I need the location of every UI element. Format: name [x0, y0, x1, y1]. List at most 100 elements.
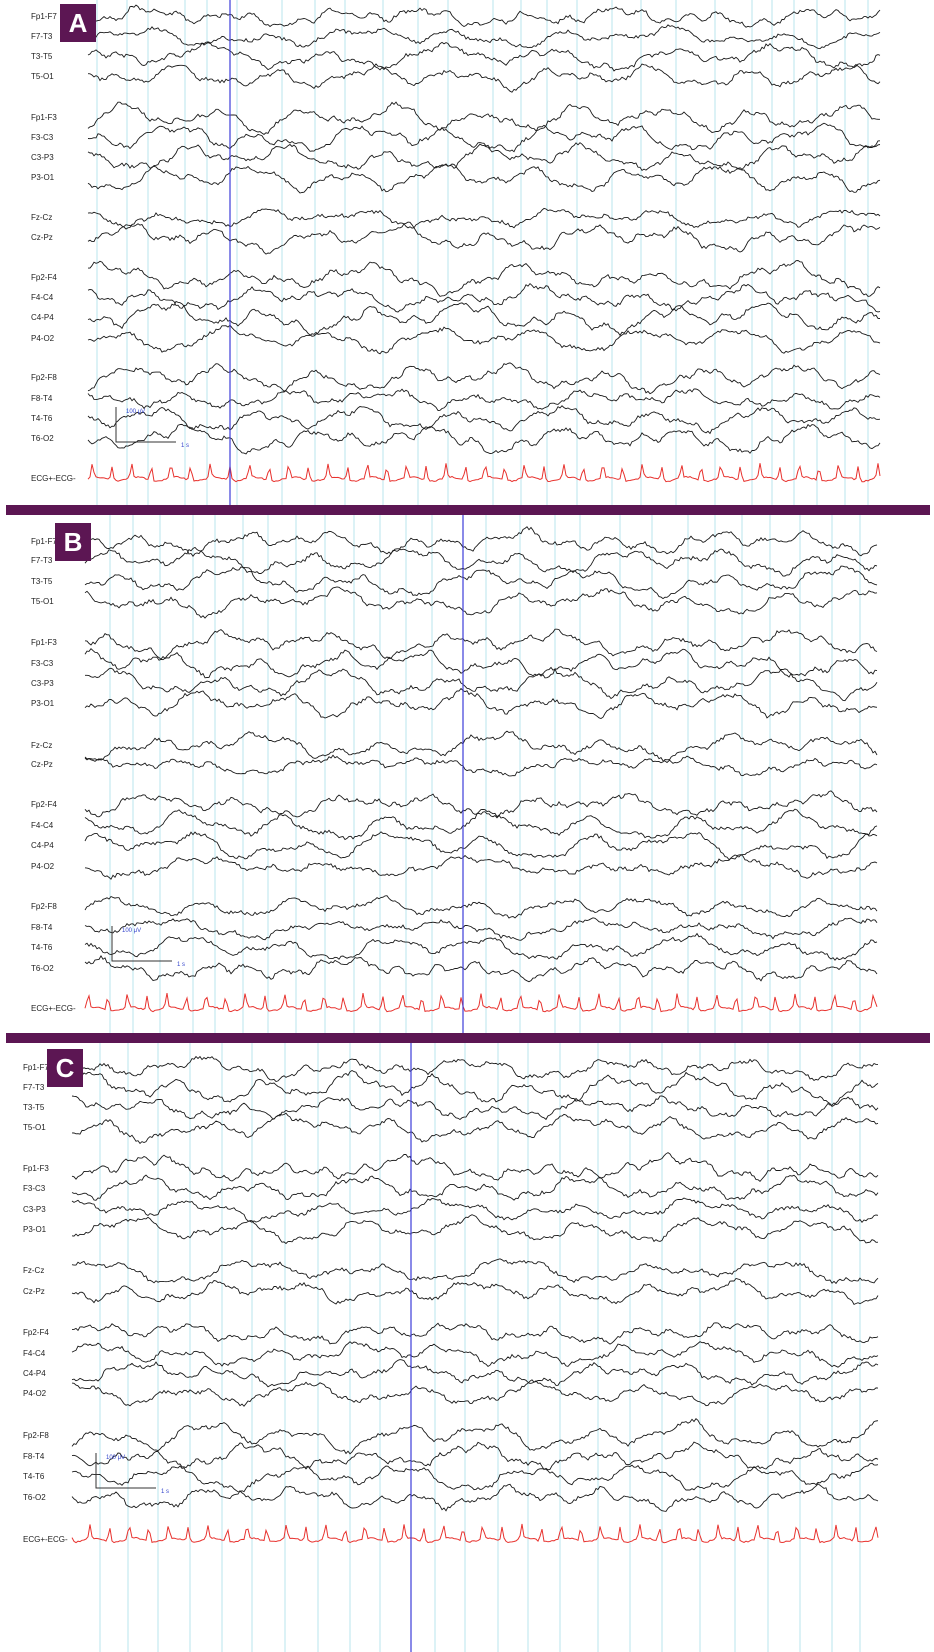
channel-label: C4-P4: [31, 313, 54, 322]
eeg-trace: [87, 221, 881, 255]
eeg-trace: [84, 808, 878, 841]
channel-label: Fp1-F7: [23, 1063, 49, 1072]
panel-separator: [6, 505, 930, 515]
eeg-trace: [85, 666, 878, 702]
eeg-panel-a: A Fp1-F7 F7-T3 T3-T5 T5-O1 Fp1-F3 F3-C3 C3-P3 P…: [0, 0, 934, 505]
eeg-trace: [71, 1359, 879, 1388]
eeg-trace: [84, 932, 878, 961]
ecg-trace: [84, 993, 878, 1013]
channel-label: C4-P4: [31, 841, 54, 850]
eeg-trace: [87, 388, 881, 411]
channel-label: Fp1-F3: [31, 638, 57, 647]
eeg-trace: [71, 1112, 879, 1145]
channel-label: P3-O1: [31, 173, 55, 182]
eeg-trace: [87, 405, 881, 435]
channel-label: Fp2-F8: [31, 373, 57, 382]
calibration-bar: [111, 926, 172, 962]
channel-label: C3-P3: [23, 1205, 46, 1214]
eeg-trace: [71, 1483, 879, 1512]
eeg-trace: [84, 586, 878, 619]
channel-label: F4-C4: [31, 821, 54, 830]
channel-label: C4-P4: [23, 1369, 46, 1378]
eeg-trace: [72, 1322, 879, 1345]
eeg-trace: [71, 1197, 879, 1224]
eeg-trace: [84, 754, 878, 777]
channel-label: T3-T5: [31, 52, 53, 61]
channel-label: ECG+-ECG-: [31, 474, 76, 483]
channel-label: P3-O1: [23, 1225, 47, 1234]
channel-label: T4-T6: [31, 414, 53, 423]
eeg-trace: [87, 41, 881, 72]
eeg-trace: [71, 1095, 879, 1121]
eeg-trace: [87, 324, 881, 355]
channel-label: Fp2-F8: [23, 1431, 49, 1440]
channel-label: P4-O2: [31, 334, 55, 343]
channel-label: Fp2-F4: [23, 1328, 49, 1337]
channel-label: Fp1-F7: [31, 537, 57, 546]
eeg-trace: [84, 955, 878, 983]
eeg-trace: [71, 1341, 879, 1368]
eeg-traces-b: [84, 515, 878, 1033]
channel-label: F7-T3: [23, 1083, 45, 1092]
eeg-trace: [84, 565, 878, 600]
channel-label: T5-O1: [31, 72, 54, 81]
eeg-trace: [87, 423, 881, 455]
channel-label: Fp1-F3: [31, 113, 57, 122]
channel-label: F4-C4: [31, 293, 54, 302]
scale-time-label: 1 s: [181, 443, 190, 449]
channel-label: T5-O1: [31, 597, 54, 606]
channel-label: T3-T5: [23, 1103, 45, 1112]
eeg-trace: [71, 1418, 879, 1455]
panel-separator: [6, 1033, 930, 1043]
channel-label: P3-O1: [31, 699, 55, 708]
eeg-panel-c: C Fp1-F7 F7-T3 T3-T5 T5-O1 Fp1-F3 F3-C3 C3-P3 P…: [0, 1043, 934, 1652]
eeg-trace: [84, 730, 878, 764]
eeg-trace: [71, 1258, 879, 1285]
calibration-bar: [95, 1453, 156, 1489]
channel-label: Cz-Pz: [23, 1287, 45, 1296]
channel-label: C3-P3: [31, 679, 54, 688]
ecg-trace: [87, 463, 881, 483]
eeg-trace: [84, 895, 878, 919]
eeg-trace: [87, 282, 881, 313]
eeg-trace: [71, 1379, 879, 1407]
channel-label: Fp2-F4: [31, 273, 57, 282]
eeg-trace: [71, 1069, 879, 1107]
eeg-trace: [84, 648, 878, 679]
panel-label-c: C: [47, 1049, 83, 1087]
eeg-trace: [87, 260, 881, 297]
scale-amplitude-label: 100 μV: [126, 409, 146, 415]
channel-label: Fp2-F8: [31, 902, 57, 911]
eeg-trace: [71, 1055, 879, 1083]
eeg-trace: [71, 1174, 879, 1201]
eeg-trace: [87, 300, 881, 337]
channel-label: P4-O2: [31, 862, 55, 871]
scale-time-label: 1 s: [161, 1489, 170, 1495]
channel-label: F4-C4: [23, 1349, 46, 1358]
eeg-trace: [84, 917, 878, 941]
ecg-trace: [71, 1523, 879, 1544]
eeg-trace: [71, 1152, 879, 1183]
eeg-trace: [87, 101, 880, 135]
eeg-trace: [87, 362, 881, 395]
eeg-trace: [84, 546, 878, 577]
eeg-trace: [71, 1441, 879, 1471]
eeg-trace: [84, 831, 878, 861]
channel-label: F8-T4: [23, 1452, 45, 1461]
eeg-trace: [87, 63, 881, 93]
channel-label: F3-C3: [31, 659, 54, 668]
channel-label: ECG+-ECG-: [31, 1004, 76, 1013]
channel-label: Cz-Pz: [31, 760, 53, 769]
channel-label: Fz-Cz: [23, 1266, 45, 1275]
eeg-trace: [84, 790, 878, 819]
channel-label: T3-T5: [31, 577, 53, 586]
eeg-trace: [71, 1214, 879, 1245]
channel-label: F3-C3: [31, 133, 54, 142]
channel-label: T4-T6: [23, 1472, 45, 1481]
channel-label: T6-O2: [23, 1493, 46, 1502]
panel-label-b: B: [55, 523, 91, 561]
eeg-trace: [84, 854, 878, 880]
channel-label: ECG+-ECG-: [23, 1535, 68, 1544]
calibration-bar: [115, 407, 176, 443]
eeg-trace: [87, 163, 881, 194]
